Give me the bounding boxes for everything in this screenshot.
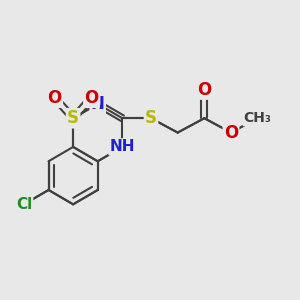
Text: S: S bbox=[145, 109, 157, 127]
Text: O: O bbox=[197, 80, 212, 98]
Text: O: O bbox=[224, 124, 238, 142]
Text: Cl: Cl bbox=[16, 197, 32, 212]
Text: O: O bbox=[85, 89, 99, 107]
Text: O: O bbox=[48, 89, 62, 107]
Text: N: N bbox=[91, 95, 105, 113]
Text: NH: NH bbox=[110, 140, 135, 154]
Text: S: S bbox=[67, 109, 79, 127]
Text: CH₃: CH₃ bbox=[244, 111, 272, 125]
